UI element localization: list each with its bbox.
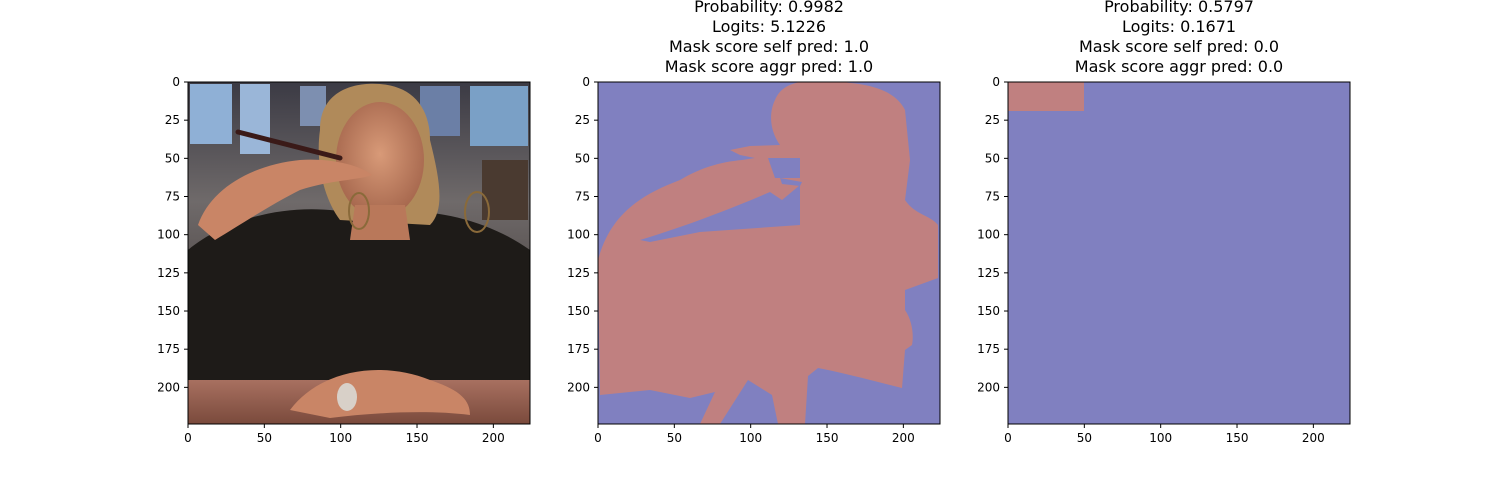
y-tick-label: 150 [567,304,590,318]
title-line: Mask score aggr pred: 0.0 [1074,57,1284,76]
raised-hand [198,159,372,240]
title-line: Mask score aggr pred: 1.0 [664,57,874,76]
axes-3: 0 50 100 150 200 0 25 50 75 100 125 150 175 200 [977,75,1351,445]
y-tick-label: 25 [985,113,1000,127]
y-tick-label: 125 [157,266,180,280]
axes-frame [1007,81,1351,425]
mask-region [598,82,938,424]
title-line: Mask score self pred: 1.0 [668,37,870,56]
window-pane [190,84,232,144]
y-tick-label: 75 [575,190,590,204]
x-tick-label: 200 [1302,431,1325,445]
axes-frame [187,81,531,425]
x-tick-label: 100 [739,431,762,445]
panel-3-title: Probability: 0.5797 Logits: 0.1671 Mask sc… [979,0,1379,77]
y-tick-label: 25 [575,113,590,127]
x-tick-label: 50 [1077,431,1092,445]
title-line: Mask score self pred: 0.0 [1078,37,1280,56]
mask-heatmap-2 [1008,82,1350,424]
x-tick-label: 150 [1226,431,1249,445]
title-line: Logits: 5.1226 [711,17,827,36]
x-tick-label: 200 [892,431,915,445]
x-tick-label: 100 [329,431,352,445]
title-line: Probability: 0.5797 [1104,0,1254,16]
y-tick-label: 175 [977,342,1000,356]
x-tick-label: 0 [594,431,602,445]
y-tick-label: 150 [977,304,1000,318]
title-line: Probability: 0.9982 [694,0,844,16]
y-tick-label: 50 [985,151,1000,165]
y-tick-label: 200 [977,380,1000,394]
y-tick-label: 175 [157,342,180,356]
photo-image [188,82,530,424]
y-tick-label: 200 [567,380,590,394]
lower-hand [290,370,470,418]
y-tick-label: 100 [157,228,180,242]
y-tick-label: 125 [567,266,590,280]
axes-1: 0 50 100 150 200 0 25 50 75 100 125 150 175 200 [157,75,531,445]
y-tick-label: 50 [165,151,180,165]
x-tick-label: 100 [1149,431,1172,445]
y-tick-label: 100 [977,228,1000,242]
y-tick-label: 150 [157,304,180,318]
title-line: Logits: 0.1671 [1121,17,1237,36]
y-tick-label: 50 [575,151,590,165]
axes-2: 0 50 100 150 200 0 25 50 75 100 125 150 175 200 [567,75,941,445]
y-tick-label: 100 [567,228,590,242]
mask-region [1008,82,1084,111]
y-tick-label: 0 [582,75,590,89]
y-tick-label: 75 [165,190,180,204]
y-tick-label: 25 [165,113,180,127]
y-tick-label: 125 [977,266,1000,280]
face [336,102,424,218]
x-tick-label: 0 [184,431,192,445]
y-tick-label: 200 [157,380,180,394]
mask-background [1008,82,1350,424]
x-tick-label: 150 [406,431,429,445]
x-tick-label: 50 [667,431,682,445]
x-tick-label: 200 [482,431,505,445]
x-tick-label: 50 [257,431,272,445]
y-tick-label: 0 [992,75,1000,89]
jacket [188,209,530,424]
panel-2-title: Probability: 0.9982 Logits: 5.1226 Mask sc… [569,0,969,77]
axes-frame [597,81,941,425]
y-tick-label: 0 [172,75,180,89]
mask-heatmap-1 [598,82,940,424]
y-tick-label: 175 [567,342,590,356]
y-tick-label: 75 [985,190,1000,204]
x-tick-label: 150 [816,431,839,445]
brush [235,129,343,161]
x-tick-label: 0 [1004,431,1012,445]
